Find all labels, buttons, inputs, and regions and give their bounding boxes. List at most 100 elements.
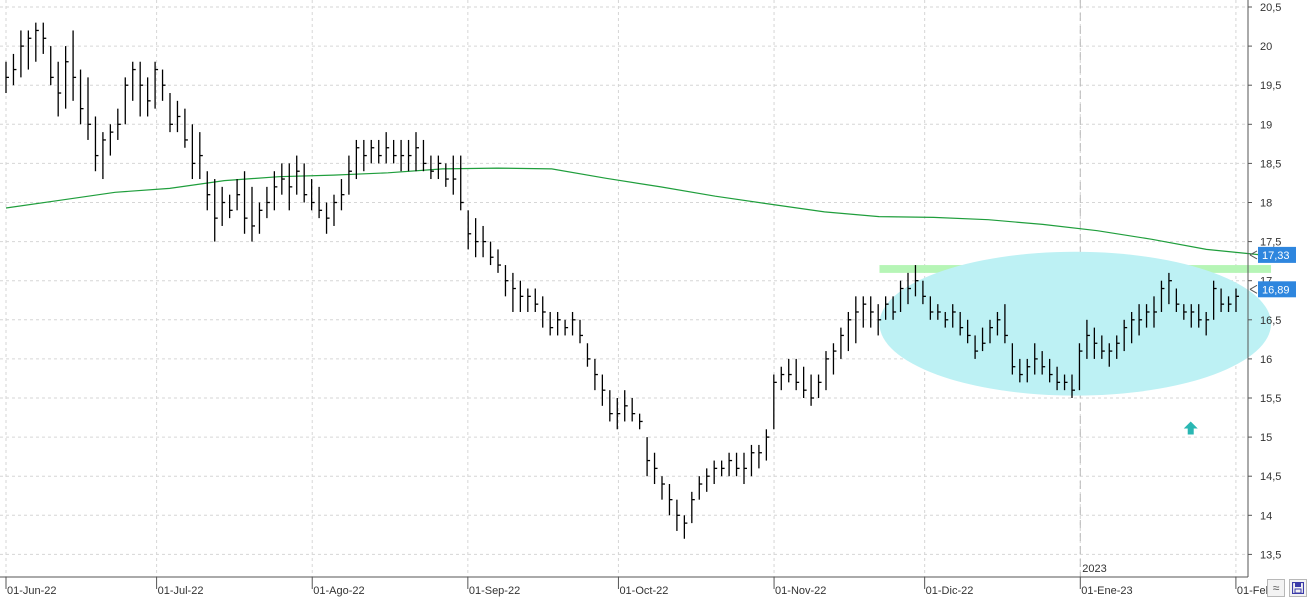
ohlc-bar: [243, 171, 248, 234]
ohlc-bar: [1227, 296, 1232, 312]
ohlc-bar: [1198, 304, 1202, 328]
ohlc-bar: [12, 53, 17, 86]
x-tick-label: 01-Sep-22: [469, 585, 520, 597]
ohlc-bar: [1220, 288, 1225, 312]
ohlc-bar: [1168, 272, 1172, 305]
ohlc-bar: [258, 202, 263, 234]
zoom-button[interactable]: ≈: [1267, 579, 1285, 597]
ohlc-bar: [914, 265, 919, 297]
ohlc-bar: [1145, 304, 1150, 328]
ohlc-bar: [288, 163, 293, 211]
ohlc-bar: [788, 358, 792, 383]
ohlc-bar: [236, 179, 241, 211]
ohlc-bar: [72, 30, 77, 101]
ohlc-bar: [474, 218, 479, 258]
ohlc-bar: [184, 108, 188, 148]
ohlc-bar: [340, 179, 345, 211]
ohlc-bar: [631, 398, 636, 422]
ohlc-bar: [161, 69, 166, 101]
ohlc-bar: [94, 116, 99, 172]
ohlc-bar: [542, 296, 546, 328]
ohlc-bar: [653, 452, 658, 485]
price-label-text: 17,33: [1262, 250, 1290, 262]
ohlc-bar: [870, 296, 874, 328]
x-tick-label: 01-Dic-22: [926, 585, 974, 597]
ohlc-bar: [102, 132, 106, 180]
y-tick-label: 16: [1260, 354, 1272, 366]
ohlc-bar: [780, 366, 785, 391]
ohlc-bar: [273, 171, 278, 211]
save-button[interactable]: [1289, 579, 1307, 597]
ohlc-bar: [1026, 358, 1031, 383]
ohlc-bar: [1093, 327, 1098, 359]
y-tick-label: 14,5: [1260, 471, 1281, 483]
ohlc-bar: [661, 476, 665, 500]
y-tick-label: 19,5: [1260, 80, 1281, 92]
ohlc-bar: [1130, 311, 1135, 344]
ohlc-bar: [27, 30, 32, 70]
y-tick-label: 18: [1260, 198, 1272, 210]
ohlc-bar: [460, 155, 464, 211]
ohlc-bar: [832, 343, 837, 375]
ohlc-bar: [773, 374, 777, 430]
x-tick-label: 01-Nov-22: [775, 585, 826, 597]
ohlc-bar: [899, 280, 904, 312]
ohlc-bar: [996, 311, 1001, 336]
ohlc-bar: [735, 452, 740, 477]
x-tick-label: 01-Jun-22: [7, 585, 57, 597]
ohlc-bar: [862, 296, 867, 328]
x-tick-label: 01-Oct-22: [619, 585, 668, 597]
ohlc-bar: [549, 311, 554, 336]
y-tick-label: 20,5: [1260, 2, 1281, 14]
ohlc-bar: [929, 296, 934, 320]
ohlc-bar: [534, 288, 539, 312]
ohlc-bar: [750, 444, 755, 477]
ohlc-bar: [1183, 304, 1187, 320]
ohlc-bar: [1235, 288, 1239, 312]
ohlc-bar: [310, 179, 315, 211]
ohlc-bar: [1190, 304, 1195, 328]
ohlc-bar: [802, 366, 807, 398]
x-tick-label: 01-Ago-22: [313, 585, 364, 597]
ohlc-bar: [1078, 343, 1083, 391]
ohlc-bar: [1116, 335, 1120, 359]
save-icon: [1292, 582, 1304, 594]
x-tick-label: 01-Feb: [1237, 585, 1272, 597]
ohlc-bar: [504, 265, 509, 297]
year-marker: 2023: [1082, 563, 1106, 575]
ohlc-bar: [609, 390, 613, 422]
ohlc-bar: [840, 327, 844, 359]
ohlc-bar: [146, 77, 151, 117]
ohlc-bar: [1004, 304, 1008, 344]
ohlc-bar: [1160, 280, 1165, 312]
ohlc-bar: [50, 46, 54, 86]
ohlc-bar: [124, 77, 129, 125]
ohlc-bar: [1175, 288, 1180, 312]
ohlc-bar: [132, 61, 136, 101]
ohlc-bar: [370, 139, 375, 164]
ohlc-bar: [42, 22, 47, 54]
ohlc-bar: [974, 335, 979, 359]
ohlc-bar: [415, 132, 419, 172]
y-tick-label: 16,5: [1260, 315, 1281, 327]
ohlc-bar: [266, 186, 270, 219]
ohlc-bar: [355, 139, 360, 180]
ohlc-bar: [1056, 366, 1061, 391]
price-label-badge: 17,33: [1249, 246, 1296, 263]
ohlc-bar: [251, 186, 255, 242]
ohlc-bar: [20, 30, 24, 78]
y-tick-label: 20: [1260, 41, 1272, 53]
ohlc-bar: [698, 476, 703, 500]
ohlc-bar: [117, 108, 121, 140]
price-label-text: 16,89: [1262, 284, 1290, 296]
ohlc-bar: [467, 210, 472, 250]
ohlc-bar: [668, 484, 673, 516]
ohlc-bar: [407, 139, 412, 172]
ohlc-bar: [884, 296, 889, 320]
ohlc-bar: [296, 155, 300, 195]
ohlc-bar: [57, 61, 62, 117]
ohlc-bar: [564, 319, 569, 336]
grid: [0, 0, 1248, 577]
